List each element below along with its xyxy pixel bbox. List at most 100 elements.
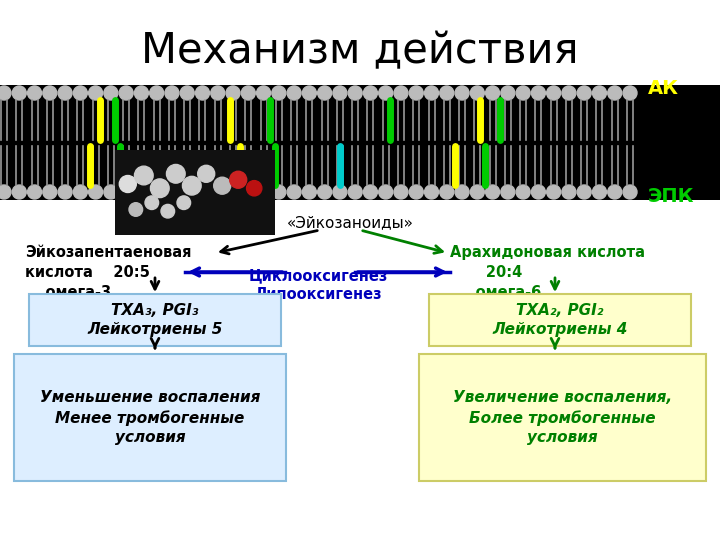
FancyBboxPatch shape (14, 354, 286, 481)
Circle shape (89, 86, 103, 100)
Circle shape (0, 86, 11, 100)
Circle shape (470, 86, 485, 100)
Circle shape (623, 86, 637, 100)
Circle shape (516, 86, 530, 100)
Circle shape (104, 185, 118, 199)
Circle shape (394, 86, 408, 100)
Text: TXA₃, PGI₃
Лейкотриены 5: TXA₃, PGI₃ Лейкотриены 5 (87, 303, 222, 337)
Circle shape (58, 86, 72, 100)
Circle shape (608, 86, 622, 100)
Text: Увеличение воспаления,
Более тромбогенные
условия: Увеличение воспаления, Более тромбогенны… (453, 390, 672, 446)
Circle shape (58, 185, 72, 199)
Circle shape (470, 185, 485, 199)
Text: Уменьшение воспаления
Менее тромбогенные
условия: Уменьшение воспаления Менее тромбогенные… (40, 390, 260, 446)
Circle shape (241, 86, 256, 100)
Circle shape (73, 86, 87, 100)
Circle shape (119, 185, 133, 199)
Circle shape (129, 202, 143, 217)
Circle shape (333, 185, 347, 199)
FancyBboxPatch shape (419, 354, 706, 481)
Circle shape (287, 86, 301, 100)
Circle shape (302, 86, 316, 100)
Circle shape (440, 185, 454, 199)
Circle shape (150, 179, 169, 198)
Text: Механизм действия: Механизм действия (141, 30, 579, 72)
Circle shape (593, 86, 606, 100)
Circle shape (562, 185, 576, 199)
FancyBboxPatch shape (429, 294, 691, 346)
Circle shape (42, 185, 57, 199)
Circle shape (593, 185, 606, 199)
Circle shape (287, 185, 301, 199)
Circle shape (562, 86, 576, 100)
Text: TXA₂, PGI₂
Лейкотриены 4: TXA₂, PGI₂ Лейкотриены 4 (492, 303, 628, 337)
Circle shape (104, 86, 118, 100)
Circle shape (394, 185, 408, 199)
Circle shape (333, 86, 347, 100)
Circle shape (256, 86, 271, 100)
Circle shape (135, 166, 153, 185)
Circle shape (150, 86, 163, 100)
Circle shape (177, 196, 191, 210)
Circle shape (272, 185, 286, 199)
Circle shape (196, 86, 210, 100)
Circle shape (180, 185, 194, 199)
Text: Циклооксигенез
Липооксигенез: Циклооксигенез Липооксигенез (248, 268, 387, 302)
Circle shape (230, 171, 247, 188)
Circle shape (318, 86, 332, 100)
Circle shape (409, 86, 423, 100)
Circle shape (135, 185, 148, 199)
Circle shape (256, 185, 271, 199)
Circle shape (364, 185, 377, 199)
Circle shape (546, 86, 561, 100)
Circle shape (531, 185, 545, 199)
Text: Эйкозапентаеновая
кислота    20:5
    омега-3: Эйкозапентаеновая кислота 20:5 омега-3 (25, 245, 192, 300)
Circle shape (165, 185, 179, 199)
Circle shape (348, 185, 362, 199)
Circle shape (12, 185, 26, 199)
Bar (115, 150, 275, 235)
Circle shape (425, 86, 438, 100)
Circle shape (145, 196, 158, 210)
Circle shape (211, 185, 225, 199)
Circle shape (166, 165, 185, 183)
Circle shape (440, 86, 454, 100)
Circle shape (608, 185, 622, 199)
Text: Арахидоновая кислота
       20:4
     омега-6: Арахидоновая кислота 20:4 омега-6 (450, 245, 645, 300)
Circle shape (409, 185, 423, 199)
Circle shape (150, 185, 163, 199)
Circle shape (516, 185, 530, 199)
Circle shape (455, 185, 469, 199)
Circle shape (485, 185, 500, 199)
Circle shape (364, 86, 377, 100)
Circle shape (531, 86, 545, 100)
Circle shape (318, 185, 332, 199)
Circle shape (12, 86, 26, 100)
Circle shape (165, 86, 179, 100)
Circle shape (379, 185, 392, 199)
Circle shape (135, 86, 148, 100)
FancyBboxPatch shape (29, 294, 281, 346)
Circle shape (241, 185, 256, 199)
Bar (0, 85, 720, 200)
Circle shape (180, 86, 194, 100)
Circle shape (27, 185, 42, 199)
Circle shape (546, 185, 561, 199)
Circle shape (623, 185, 637, 199)
Circle shape (379, 86, 392, 100)
Circle shape (302, 185, 316, 199)
Circle shape (73, 185, 87, 199)
Circle shape (89, 185, 103, 199)
Circle shape (501, 86, 515, 100)
Circle shape (182, 177, 201, 195)
Circle shape (27, 86, 42, 100)
Circle shape (214, 177, 230, 194)
Circle shape (119, 86, 133, 100)
Circle shape (246, 180, 262, 196)
Circle shape (196, 185, 210, 199)
Circle shape (485, 86, 500, 100)
Circle shape (161, 205, 175, 218)
Circle shape (120, 176, 136, 192)
Circle shape (577, 86, 591, 100)
Circle shape (425, 185, 438, 199)
